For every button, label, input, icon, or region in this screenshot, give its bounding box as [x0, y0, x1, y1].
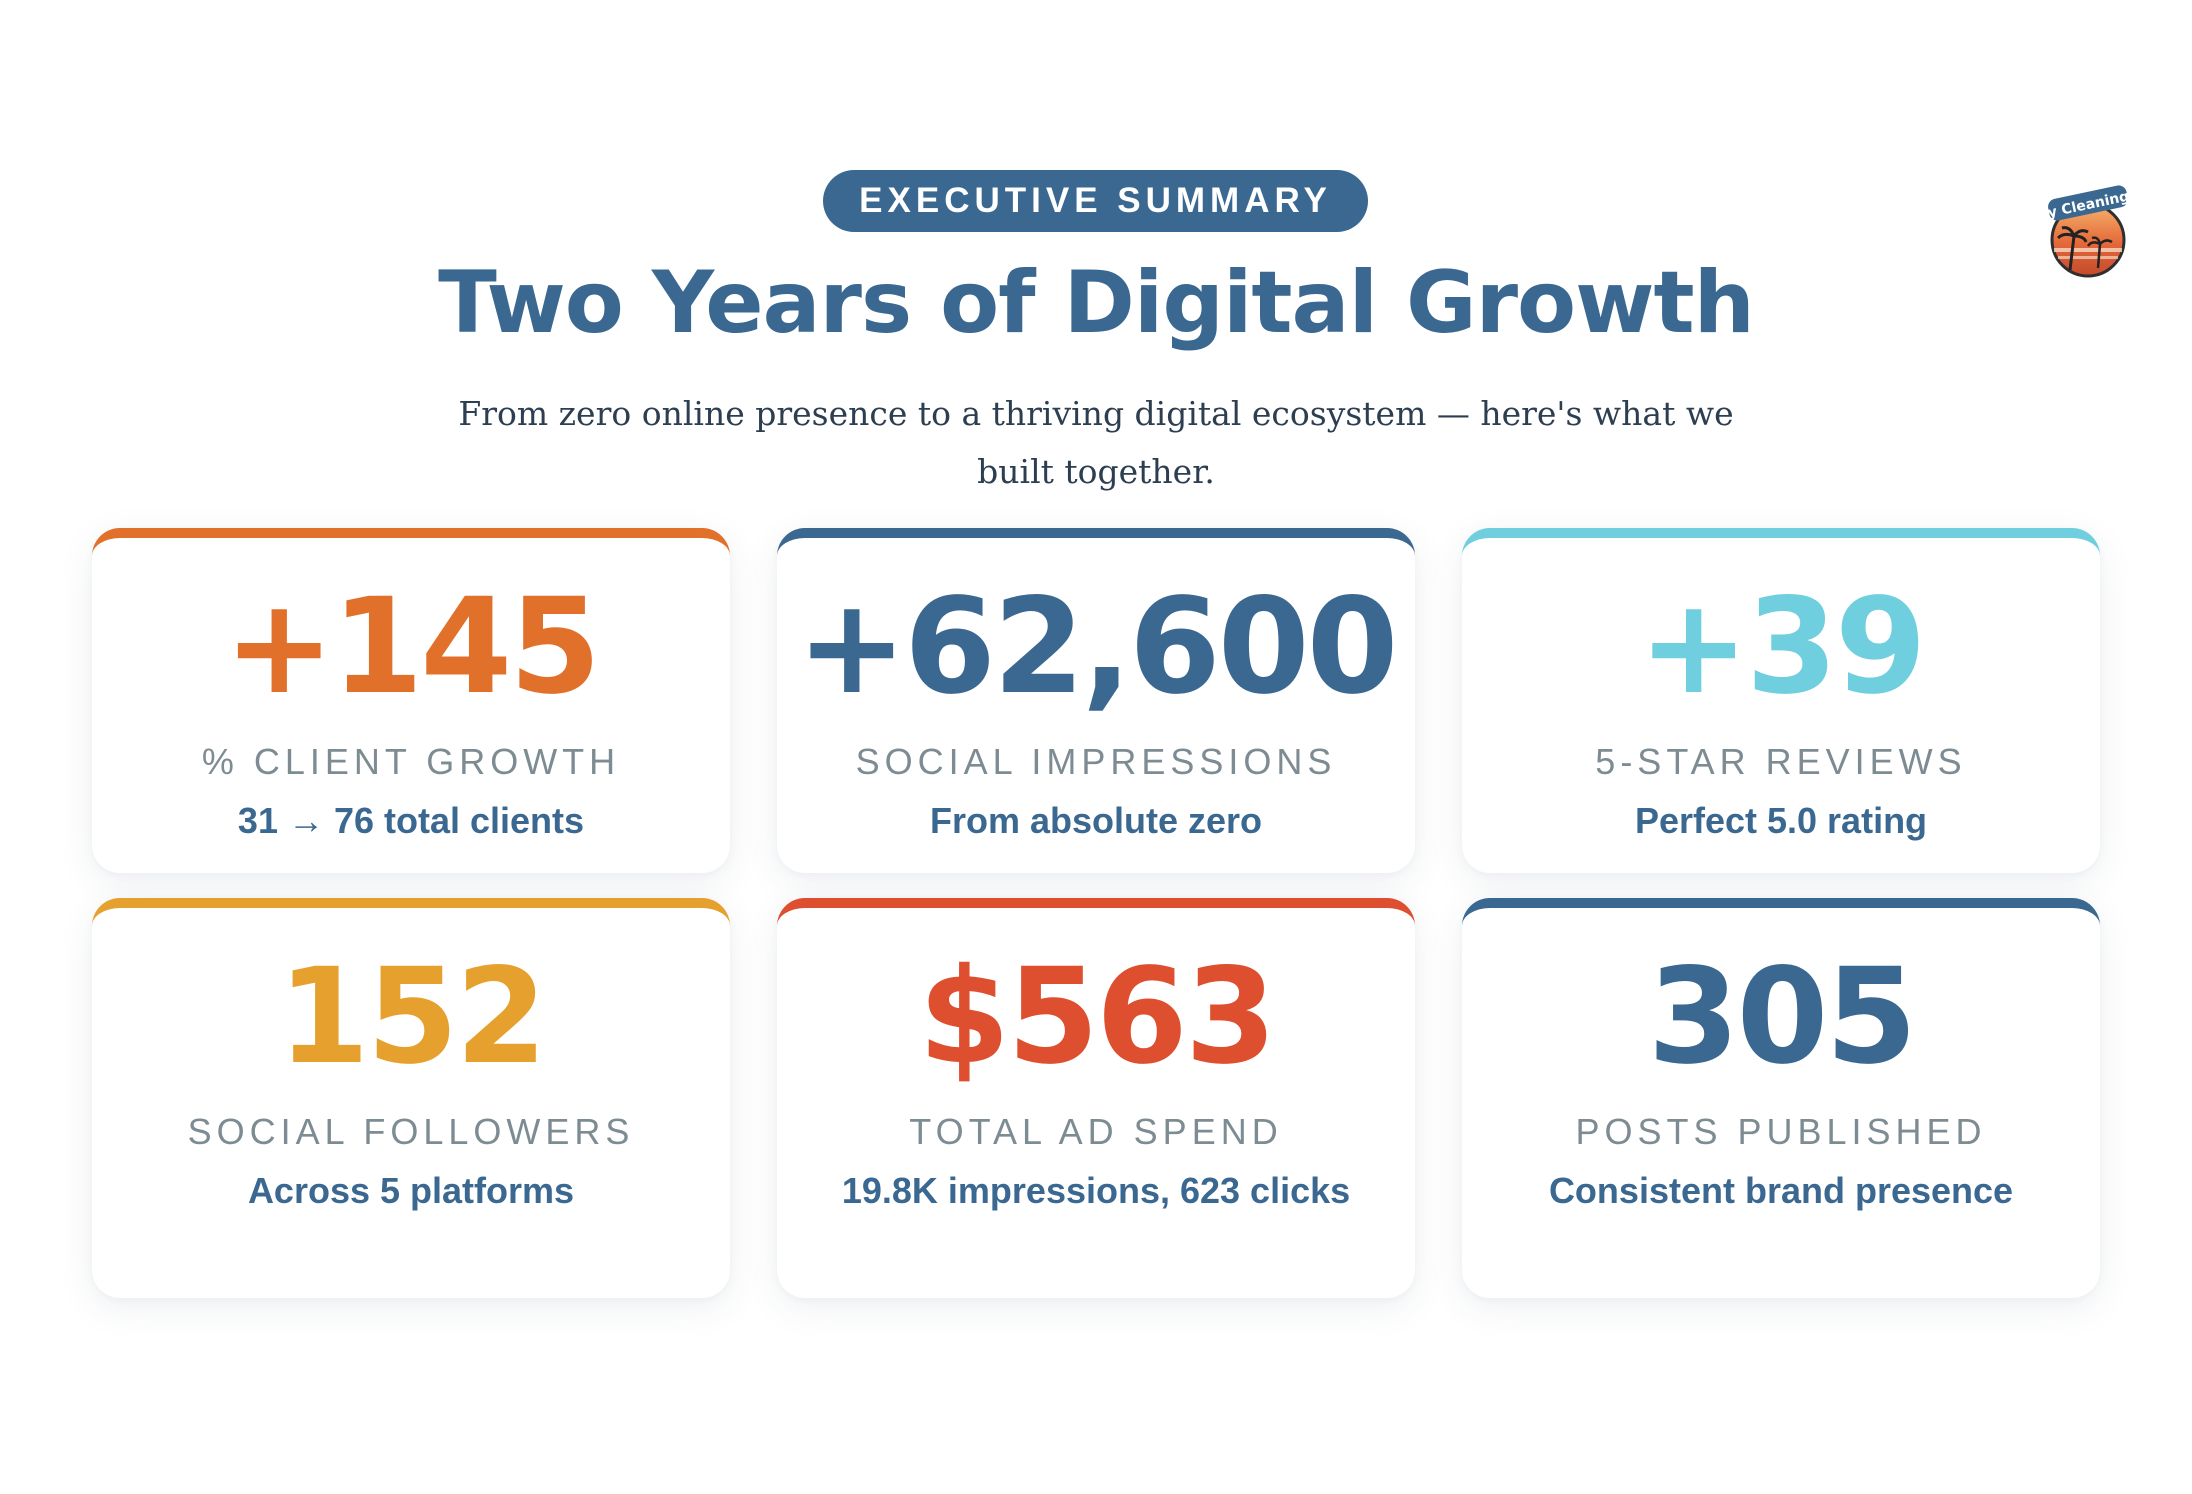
stat-label: POSTS PUBLISHED [1575, 1111, 1987, 1152]
page-title: Two Years of Digital Growth [438, 253, 1755, 353]
stat-label: 5-STAR REVIEWS [1595, 741, 1967, 782]
stat-value: +145 [223, 570, 601, 724]
stat-label: SOCIAL FOLLOWERS [187, 1111, 635, 1152]
stat-card-posts-published: 305 POSTS PUBLISHED Consistent brand pre… [1462, 898, 2100, 1298]
stat-detail: From absolute zero [929, 800, 1263, 841]
stat-detail: 31 → 76 total clients [237, 800, 585, 841]
stat-label: TOTAL AD SPEND [909, 1111, 1283, 1152]
stat-detail: Across 5 platforms [247, 1170, 575, 1211]
stat-card-client-growth: +145 % CLIENT GROWTH 31 → 76 total clien… [92, 528, 730, 873]
stat-card-social-impressions: +62,600 SOCIAL IMPRESSIONS From absolute… [777, 528, 1415, 873]
section-badge: EXECUTIVE SUMMARY [823, 170, 1368, 232]
page-subtitle: From zero online presence to a thriving … [458, 394, 1734, 491]
stat-label: % CLIENT GROWTH [201, 741, 621, 782]
stat-value: 152 [277, 940, 548, 1094]
stat-card-total-ad-spend: $563 TOTAL AD SPEND 19.8K impressions, 6… [777, 898, 1415, 1298]
stats-grid: +145 % CLIENT GROWTH 31 → 76 total clien… [92, 528, 2100, 1298]
stat-value: +62,600 [796, 570, 1399, 724]
palm-sunset-logo-icon: Palm Bay Cleaning Service [2040, 184, 2136, 278]
stat-label: SOCIAL IMPRESSIONS [855, 741, 1337, 782]
stat-card-five-star-reviews: +39 5-STAR REVIEWS Perfect 5.0 rating [1462, 528, 2100, 873]
stat-value: 305 [1647, 940, 1918, 1094]
stat-detail: 19.8K impressions, 623 clicks [841, 1170, 1351, 1211]
stat-detail: Consistent brand presence [1548, 1170, 2014, 1211]
stat-value: +39 [1638, 570, 1926, 724]
stat-card-social-followers: 152 SOCIAL FOLLOWERS Across 5 platforms [92, 898, 730, 1298]
stat-detail: Perfect 5.0 rating [1634, 800, 1928, 841]
stat-value: $563 [918, 940, 1276, 1094]
